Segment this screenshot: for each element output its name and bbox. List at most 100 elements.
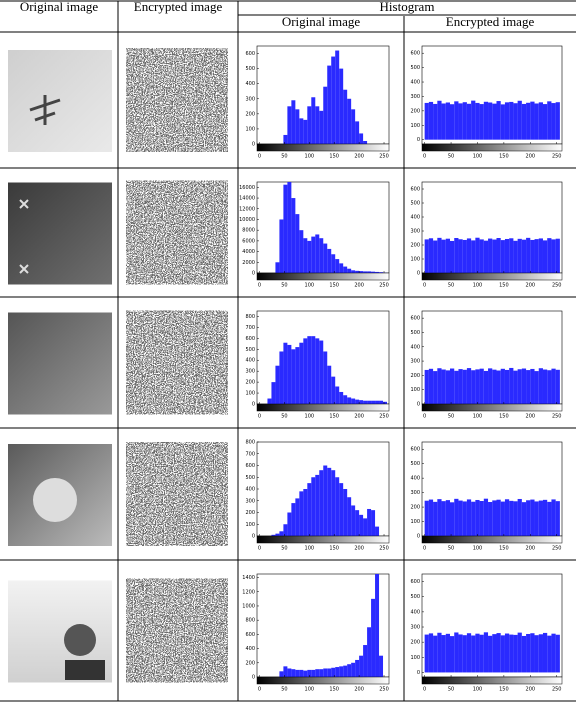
bar (275, 262, 280, 273)
bar (542, 240, 548, 273)
x-tick-label: 0 (258, 546, 261, 552)
x-tick-label: 200 (526, 154, 536, 160)
y-tick-label: 700 (245, 325, 255, 331)
bar (359, 133, 364, 144)
bar (311, 336, 316, 404)
y-tick-label: 100 (410, 387, 420, 393)
bar (534, 501, 539, 536)
y-tick-label: 500 (245, 66, 255, 72)
bar (283, 666, 288, 677)
bar (351, 398, 356, 404)
x-tick-label: 50 (281, 546, 287, 552)
x-tick-label: 250 (379, 283, 389, 289)
bar (424, 102, 429, 140)
y-tick-label: 600 (410, 316, 420, 322)
bar (363, 140, 368, 144)
x-tick-label: 100 (305, 414, 315, 420)
x-tick-label: 50 (448, 687, 454, 693)
bar (279, 531, 284, 536)
x-tick-label: 0 (258, 414, 261, 420)
y-tick-label: 800 (245, 314, 255, 320)
bar (279, 671, 284, 677)
y-tick-label: 0 (252, 271, 255, 277)
bar (339, 391, 344, 404)
bar (551, 499, 556, 536)
y-tick-label: 0 (417, 137, 420, 143)
x-tick-label: 150 (329, 414, 339, 420)
bar (483, 632, 489, 673)
bar (496, 238, 501, 273)
bar (424, 634, 429, 673)
bar (428, 101, 434, 140)
bar (351, 662, 356, 677)
bar (367, 400, 372, 404)
bar (363, 518, 368, 536)
y-tick-label: 100 (245, 391, 255, 397)
x-tick-label: 200 (526, 687, 536, 693)
bar (355, 121, 360, 144)
bar (526, 370, 531, 404)
bar (534, 635, 539, 673)
bar (547, 370, 552, 404)
y-tick-label: 100 (410, 123, 420, 129)
x-tick-label: 50 (448, 154, 454, 160)
bar (283, 134, 288, 144)
bar (343, 89, 348, 144)
bar (458, 103, 463, 140)
bar (295, 498, 300, 536)
y-tick-label: 0 (252, 534, 255, 540)
bar (339, 68, 344, 144)
bar (287, 344, 292, 404)
bar (319, 110, 324, 144)
bar (303, 238, 308, 273)
bar (542, 499, 548, 536)
bar (521, 103, 527, 140)
bar (311, 477, 316, 536)
bar (327, 668, 332, 677)
bar (287, 182, 292, 273)
y-tick-label: 14000 (239, 196, 255, 202)
bar (283, 184, 288, 273)
bar (428, 633, 434, 673)
x-tick-label: 250 (379, 687, 389, 693)
bar (488, 368, 493, 404)
bar (428, 368, 434, 404)
bar (504, 633, 510, 673)
bar (319, 470, 324, 536)
bar (291, 503, 296, 536)
bar (437, 632, 442, 673)
x-tick-label: 0 (423, 154, 426, 160)
bar (327, 467, 332, 536)
bar (311, 97, 316, 144)
x-tick-label: 150 (499, 283, 509, 289)
bar (367, 508, 372, 536)
bar (445, 238, 450, 273)
bar (375, 271, 380, 273)
bar (454, 632, 459, 673)
x-tick-label: 0 (258, 154, 261, 160)
bar (295, 669, 300, 677)
y-tick-label: 100 (245, 522, 255, 528)
bar (466, 368, 472, 404)
colorbar (256, 403, 390, 412)
colorbar (421, 535, 563, 544)
x-tick-label: 50 (281, 687, 287, 693)
image-detail (65, 660, 105, 680)
bar (551, 633, 556, 673)
bar (371, 400, 376, 404)
bar (462, 102, 467, 140)
bar (363, 400, 368, 404)
bar (450, 368, 455, 404)
x-tick-label: 100 (305, 154, 315, 160)
y-tick-label: 500 (410, 65, 420, 71)
bar (331, 56, 336, 144)
bar (283, 342, 288, 404)
bar (271, 382, 276, 404)
bar (424, 500, 429, 536)
y-tick-label: 200 (410, 505, 420, 511)
bar (319, 340, 324, 404)
bar (547, 238, 552, 273)
bar (291, 349, 296, 404)
header: Original image (20, 0, 99, 14)
